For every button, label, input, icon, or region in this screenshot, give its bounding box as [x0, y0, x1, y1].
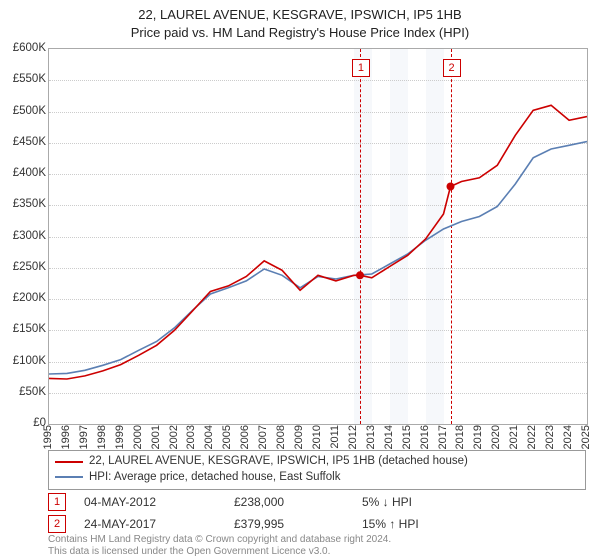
series-hpi: [49, 142, 587, 375]
x-tick-label: 2012: [347, 425, 359, 449]
x-tick-label: 2002: [168, 425, 180, 449]
y-tick-label: £350K: [2, 198, 46, 210]
x-tick-label: 1998: [96, 425, 108, 449]
x-tick-label: 1995: [42, 425, 54, 449]
series-subject: [49, 105, 587, 379]
legend: 22, LAUREL AVENUE, KESGRAVE, IPSWICH, IP…: [48, 450, 586, 490]
y-tick-label: £250K: [2, 261, 46, 273]
legend-item-hpi: HPI: Average price, detached house, East…: [55, 470, 579, 486]
sale-row: 2 24-MAY-2017 £379,995 15% ↑ HPI: [48, 515, 586, 533]
x-tick-label: 2007: [257, 425, 269, 449]
x-tick-label: 2025: [580, 425, 592, 449]
y-tick-label: £500K: [2, 105, 46, 117]
y-tick-label: £50K: [2, 386, 46, 398]
footer-line1: Contains HM Land Registry data © Crown c…: [48, 534, 588, 546]
x-tick-label: 2016: [419, 425, 431, 449]
legend-label: 22, LAUREL AVENUE, KESGRAVE, IPSWICH, IP…: [89, 454, 468, 470]
x-tick-label: 2021: [508, 425, 520, 449]
y-tick-label: £200K: [2, 292, 46, 304]
x-tick-label: 2014: [383, 425, 395, 449]
x-tick-label: 2017: [437, 425, 449, 449]
x-tick-label: 2010: [311, 425, 323, 449]
x-tick-label: 2009: [293, 425, 305, 449]
x-tick-label: 2024: [562, 425, 574, 449]
sale-marker-icon: 1: [48, 493, 66, 511]
x-tick-label: 2020: [490, 425, 502, 449]
sale-delta: 15% ↑ HPI: [362, 517, 419, 531]
y-tick-label: £0: [2, 417, 46, 429]
x-tick-label: 2022: [526, 425, 538, 449]
y-tick-label: £150K: [2, 323, 46, 335]
x-tick-label: 1996: [60, 425, 72, 449]
sale-date: 24-MAY-2017: [84, 517, 216, 531]
event-flag: 1: [352, 59, 370, 77]
x-tick-label: 2000: [132, 425, 144, 449]
legend-item-subject: 22, LAUREL AVENUE, KESGRAVE, IPSWICH, IP…: [55, 454, 579, 470]
chart-plot-area: 12: [48, 48, 588, 425]
x-tick-label: 2006: [239, 425, 251, 449]
legend-label: HPI: Average price, detached house, East…: [89, 470, 340, 486]
sale-date: 04-MAY-2012: [84, 495, 216, 509]
event-flag: 2: [443, 59, 461, 77]
chart-title-line1: 22, LAUREL AVENUE, KESGRAVE, IPSWICH, IP…: [0, 6, 600, 24]
sale-dot: [356, 271, 364, 279]
sale-delta: 5% ↓ HPI: [362, 495, 412, 509]
x-tick-label: 2015: [401, 425, 413, 449]
y-tick-label: £300K: [2, 230, 46, 242]
x-tick-label: 2001: [150, 425, 162, 449]
chart-title-block: 22, LAUREL AVENUE, KESGRAVE, IPSWICH, IP…: [0, 0, 600, 41]
x-tick-label: 2011: [329, 425, 341, 449]
x-tick-label: 2003: [185, 425, 197, 449]
x-tick-label: 2005: [221, 425, 233, 449]
sale-price: £379,995: [234, 517, 344, 531]
y-tick-label: £600K: [2, 42, 46, 54]
footer-line2: This data is licensed under the Open Gov…: [48, 546, 588, 558]
sale-marker-icon: 2: [48, 515, 66, 533]
x-tick-label: 2019: [472, 425, 484, 449]
y-tick-label: £550K: [2, 73, 46, 85]
x-tick-label: 2013: [365, 425, 377, 449]
x-tick-label: 2023: [544, 425, 556, 449]
x-tick-label: 2018: [454, 425, 466, 449]
y-tick-label: £100K: [2, 355, 46, 367]
x-tick-label: 1997: [78, 425, 90, 449]
y-tick-label: £400K: [2, 167, 46, 179]
sale-price: £238,000: [234, 495, 344, 509]
chart-svg: [49, 49, 587, 424]
y-tick-label: £450K: [2, 136, 46, 148]
chart-title-line2: Price paid vs. HM Land Registry's House …: [0, 24, 600, 42]
sales-table: 1 04-MAY-2012 £238,000 5% ↓ HPI 2 24-MAY…: [48, 493, 586, 537]
footer-attribution: Contains HM Land Registry data © Crown c…: [48, 534, 588, 557]
sale-row: 1 04-MAY-2012 £238,000 5% ↓ HPI: [48, 493, 586, 511]
sale-dot: [447, 183, 455, 191]
x-tick-label: 1999: [114, 425, 126, 449]
legend-swatch: [55, 476, 83, 478]
x-tick-label: 2008: [275, 425, 287, 449]
legend-swatch: [55, 461, 83, 463]
x-tick-label: 2004: [203, 425, 215, 449]
